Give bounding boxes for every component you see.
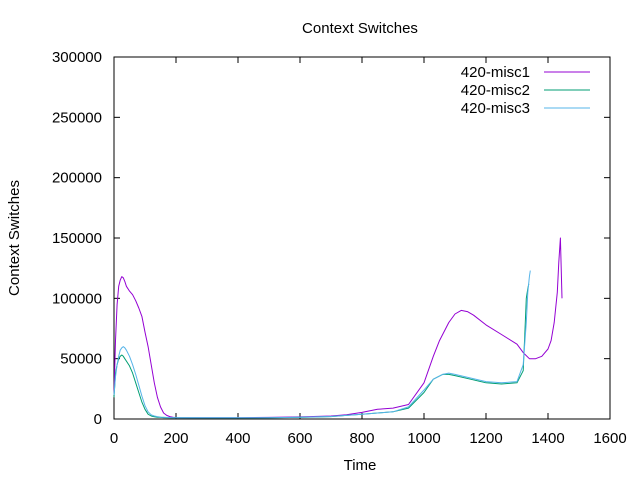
x-tick-label: 1000 [407, 430, 440, 447]
x-tick-label: 1200 [469, 430, 502, 447]
legend-label-3: 420-misc3 [461, 100, 530, 117]
legend-label-1: 420-misc1 [461, 64, 530, 81]
x-tick-label: 1600 [593, 430, 626, 447]
x-tick-label: 200 [163, 430, 188, 447]
x-tick-label: 800 [349, 430, 374, 447]
y-tick-label: 50000 [60, 351, 102, 368]
x-tick-label: 0 [110, 430, 118, 447]
series-line-3 [113, 270, 531, 419]
x-tick-label: 400 [225, 430, 250, 447]
y-axis: 0 50000 100000 150000 200000 250000 300000 [52, 49, 610, 428]
x-tick-label: 1400 [531, 430, 564, 447]
y-tick-label: 150000 [52, 230, 102, 247]
y-tick-label: 0 [94, 411, 102, 428]
x-axis-title: Time [344, 457, 377, 474]
y-tick-label: 250000 [52, 109, 102, 126]
series-lines [113, 237, 563, 419]
series-line-1 [113, 237, 563, 419]
legend-label-2: 420-misc2 [461, 82, 530, 99]
x-tick-label: 600 [287, 430, 312, 447]
x-axis: 0 200 400 600 800 1000 1200 1400 1600 [110, 57, 627, 447]
y-tick-label: 200000 [52, 170, 102, 187]
y-axis-title: Context Switches [6, 180, 23, 296]
y-tick-label: 300000 [52, 49, 102, 66]
chart-title: Context Switches [302, 20, 418, 37]
y-tick-label: 100000 [52, 290, 102, 307]
series-line-2 [113, 283, 530, 419]
plot-area-frame [113, 56, 611, 420]
